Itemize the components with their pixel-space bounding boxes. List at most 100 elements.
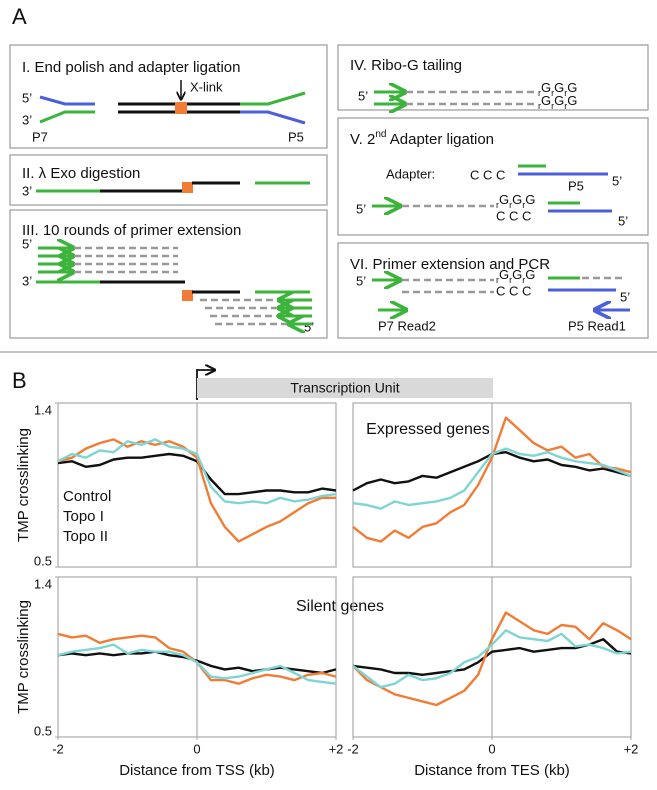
title-part: Adapter ligation	[386, 131, 494, 148]
step-title: VI. Primer extension and PCR	[350, 256, 550, 273]
tail-char: G	[567, 93, 577, 108]
y-tick-label: 1.4	[34, 402, 52, 417]
label: 5’	[356, 273, 366, 288]
tail-char: G	[554, 93, 564, 108]
series-line	[352, 611, 632, 707]
schematic-shape	[9, 44, 328, 149]
step-title: III. 10 rounds of primer extension	[22, 222, 241, 239]
tail-char: G	[525, 267, 535, 282]
label: P5	[288, 129, 304, 144]
label: 3’	[22, 183, 32, 198]
schematic-shape	[38, 248, 72, 272]
schematic-strand	[240, 91, 306, 106]
tail-char: G	[499, 267, 509, 282]
tail-char: r	[509, 275, 512, 285]
tail-char: r	[551, 88, 554, 98]
step-title: I. End polish and adapter ligation	[22, 59, 241, 76]
chart-title: Expressed genes	[366, 421, 490, 438]
x-tick-label: -2	[347, 741, 359, 756]
tail-char: G	[512, 267, 522, 282]
chart-title: Silent genes	[296, 598, 384, 615]
step-box: I. End polish and adapter ligation X-lin…	[9, 44, 328, 149]
tail-char: G	[541, 80, 551, 95]
tail-char: r	[551, 101, 554, 111]
y-tick-label: 0.5	[34, 553, 52, 568]
step-box: II. λ Exo digestion 3’	[9, 154, 328, 206]
schematic-strand	[39, 95, 95, 106]
title-part: nd	[375, 129, 386, 140]
transcription-unit-label: Transcription Unit	[290, 380, 399, 396]
tail-char: r	[496, 275, 499, 285]
schematic-shape	[9, 154, 328, 206]
tail-char: r	[538, 88, 541, 98]
step-title: V. 2nd Adapter ligation	[350, 129, 494, 148]
panel-label: A	[12, 4, 27, 29]
schematic-strand	[240, 110, 306, 125]
ribo-g-tail: rGrGrG	[538, 80, 577, 98]
step-box: V. 2nd Adapter ligation Adapter: C C C P…	[337, 117, 649, 236]
label: P5 Read1	[568, 318, 626, 333]
label: P7	[32, 129, 48, 144]
label: 5’	[358, 88, 368, 103]
tail-char: r	[564, 101, 567, 111]
series-line	[57, 438, 337, 505]
ribo-g-tail: rGrGrG	[496, 267, 535, 285]
label: 5’	[618, 213, 628, 228]
tail-char: r	[564, 88, 567, 98]
step-box: IV. Ribo-G tailing 5’ rGrGrG rGrGrG	[337, 44, 649, 111]
step-title: II. λ Exo digestion	[22, 165, 140, 182]
series-line	[352, 629, 632, 689]
x-tick-label: 0	[193, 741, 200, 756]
tail-char: G	[512, 192, 522, 207]
schematic-shape	[337, 44, 649, 111]
y-tick-label: 1.4	[34, 576, 52, 591]
label: C C C	[470, 167, 505, 182]
y-axis-label: TMP crosslinking	[15, 600, 32, 714]
label: 5’	[22, 90, 32, 105]
y-axis-label: TMP crosslinking	[15, 428, 32, 542]
x-tick-label: +2	[624, 741, 639, 756]
tail-char: r	[509, 200, 512, 210]
x-axis-label: Distance from TES (kb)	[414, 762, 570, 779]
tail-char: G	[567, 80, 577, 95]
x-tick-label: +2	[329, 741, 344, 756]
series-line	[352, 416, 632, 543]
label: C C C	[496, 208, 531, 223]
tail-char: r	[522, 275, 525, 285]
panel-label: B	[12, 368, 27, 393]
series-line	[57, 650, 337, 675]
label: Adapter:	[386, 166, 435, 181]
tail-char: G	[525, 192, 535, 207]
label: X-link	[190, 79, 223, 94]
x-axis-label: Distance from TSS (kb)	[119, 762, 275, 779]
label: 3’	[22, 112, 32, 127]
step-box: III. 10 rounds of primer extension 5’ 3’…	[9, 209, 328, 339]
tail-char: r	[496, 200, 499, 210]
schematic-shape	[337, 117, 649, 236]
series-line	[57, 643, 337, 685]
title-part: V. 2	[350, 131, 375, 148]
tail-char: G	[554, 80, 564, 95]
label: C C C	[496, 283, 531, 298]
step-box: VI. Primer extension and PCR 5’ rGrGrG C…	[337, 242, 649, 339]
series-line	[352, 447, 632, 510]
schematic-shape	[74, 246, 178, 274]
legend-entry: Control	[63, 488, 111, 505]
schematic-shape	[175, 102, 187, 114]
label: 5’	[612, 173, 622, 188]
tail-char: G	[499, 192, 509, 207]
tail-char: r	[522, 200, 525, 210]
schematic-shape	[182, 182, 193, 193]
label: 5’	[304, 319, 314, 334]
x-tick-label: -2	[52, 741, 64, 756]
step-title: IV. Ribo-G tailing	[350, 57, 462, 74]
legend-entry: Topo I	[63, 508, 104, 525]
series-line	[57, 438, 336, 543]
tail-char: G	[541, 93, 551, 108]
label: 5’	[620, 289, 630, 304]
legend-entry: Topo II	[63, 528, 108, 545]
x-tick-label: 0	[488, 741, 495, 756]
ribo-g-tail: rGrGrG	[496, 192, 535, 210]
label: 5’	[356, 201, 366, 216]
label: P5	[568, 178, 584, 193]
